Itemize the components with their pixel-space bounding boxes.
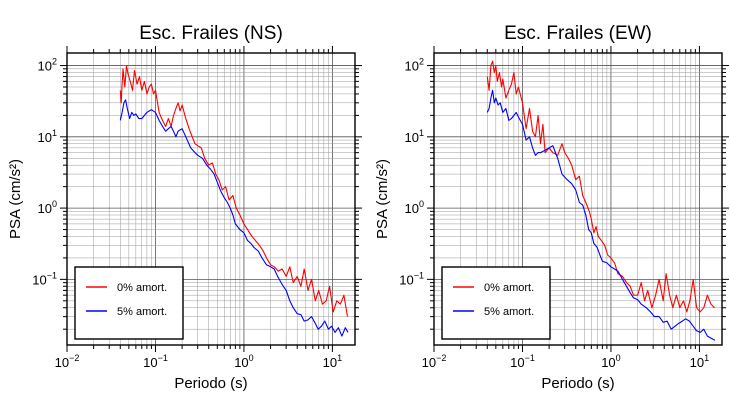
ticks [60, 46, 362, 352]
y-tick-label: 100 [38, 199, 57, 216]
legend-label: 5% amort. [117, 306, 167, 318]
series-line-amort-0 [119, 65, 349, 317]
x-tick-label: 100 [601, 353, 620, 370]
y-tick-label: 10−1 [399, 270, 424, 287]
y-axis-label: PSA (cm/s²) [374, 159, 391, 239]
plot-frame [66, 52, 356, 346]
chart-title: Esc. Frailes (NS) [139, 23, 283, 44]
y-tick-label: 102 [405, 57, 424, 74]
legend-label: 0% amort. [484, 282, 534, 294]
y-tick-label: 102 [38, 57, 57, 74]
grid [66, 53, 355, 345]
legend-box [441, 266, 551, 340]
chart-panel-2: 10−2 10−1 100 101 10−1 100 101 102 Esc. Frailes … [374, 23, 729, 392]
ticks [427, 46, 729, 352]
x-tick-label: 101 [690, 353, 709, 370]
y-tick-label: 101 [38, 128, 57, 145]
series-line-amort-0 [486, 60, 715, 313]
x-tick-label: 101 [323, 353, 342, 370]
chart-panel-1: 10−2 10−1 100 101 10−1 100 101 102 Esc. Frailes … [7, 23, 362, 392]
legend-box [74, 266, 184, 340]
legend-label: 5% amort. [484, 306, 534, 318]
series-line-amort-5 [486, 89, 716, 341]
x-tick-label: 10−1 [510, 353, 535, 370]
x-axis-label: Periodo (s) [174, 375, 247, 392]
legend: 0% amort. 5% amort. [74, 266, 184, 340]
x-axis-label: Periodo (s) [541, 375, 614, 392]
chart-title: Esc. Frailes (EW) [504, 23, 652, 44]
legend: 0% amort. 5% amort. [441, 266, 551, 340]
series-line-amort-5 [119, 99, 349, 337]
y-axis-label: PSA (cm/s²) [7, 159, 24, 239]
x-tick-label: 100 [234, 353, 253, 370]
x-tick-label: 10−2 [55, 353, 80, 370]
y-tick-label: 101 [405, 128, 424, 145]
y-tick-label: 100 [405, 199, 424, 216]
legend-label: 0% amort. [117, 282, 167, 294]
plot-frame [433, 52, 723, 346]
x-tick-label: 10−2 [422, 353, 447, 370]
x-tick-label: 10−1 [143, 353, 168, 370]
y-tick-label: 10−1 [32, 270, 57, 287]
